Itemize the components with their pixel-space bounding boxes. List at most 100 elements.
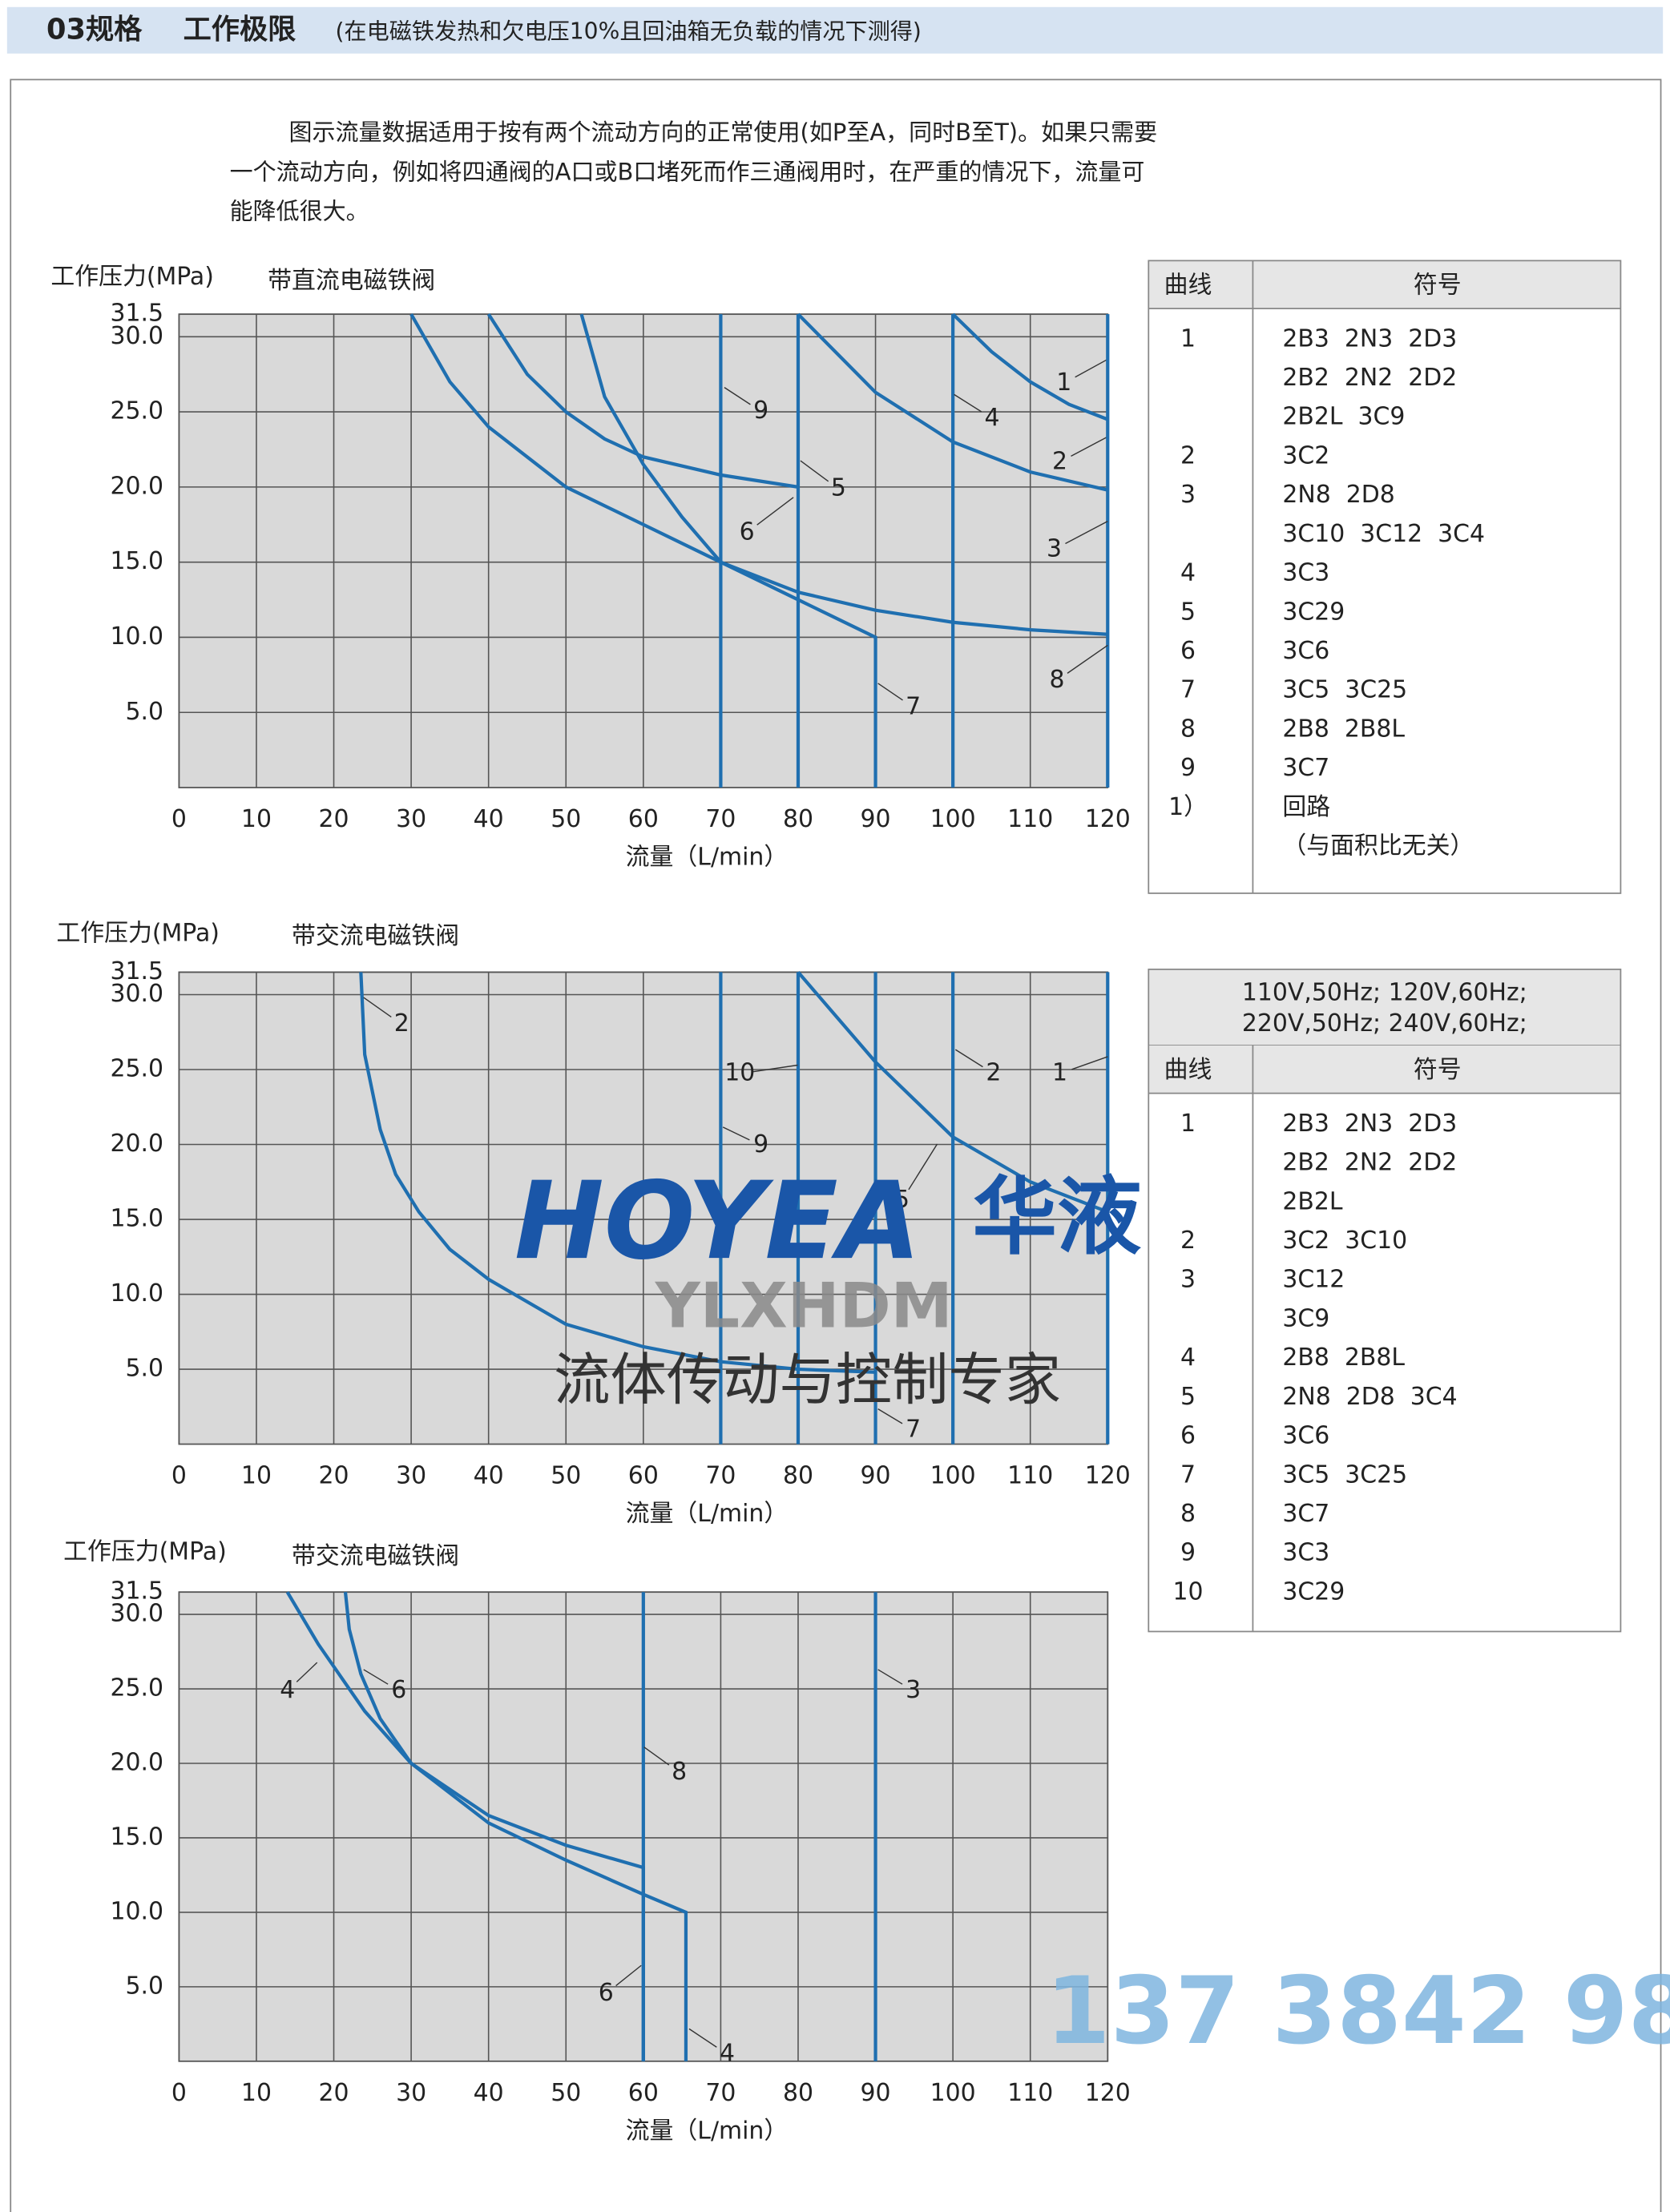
table-frame xyxy=(1148,969,1622,1633)
watermark-brand-cn: 华液 xyxy=(972,1167,1141,1266)
symbol-code: 3C5 3C25 xyxy=(1282,1461,1407,1489)
symbol-code: 3C6 xyxy=(1282,1422,1329,1450)
leader-line xyxy=(363,1669,389,1685)
curve-label: 4 xyxy=(720,2040,735,2068)
symbol-code: 回路 xyxy=(1282,793,1330,821)
x-tick-label: 50 xyxy=(551,1462,581,1490)
x-tick-label: 50 xyxy=(551,805,581,833)
watermark-slogan: 流体传动与控制专家 xyxy=(554,1347,1061,1412)
curve-label: 9 xyxy=(753,397,768,425)
x-tick-label: 10 xyxy=(241,2079,272,2107)
leader-line xyxy=(724,387,751,405)
curve-number: 1 xyxy=(1180,1110,1196,1138)
x-tick-label: 110 xyxy=(1007,805,1053,833)
y-tick-label: 5.0 xyxy=(126,698,164,726)
y-axis-label: 工作压力(MPa) xyxy=(63,1537,227,1565)
note-line: 能降低很大。 xyxy=(230,198,369,225)
leader-line xyxy=(954,393,982,413)
symbol-code: 3C3 xyxy=(1282,559,1329,587)
curve-number: 8 xyxy=(1180,1500,1196,1528)
x-tick-label: 0 xyxy=(171,2079,187,2107)
symbol-code: 3C10 3C12 3C4 xyxy=(1282,520,1485,548)
leader-line xyxy=(756,497,794,526)
y-tick-label: 31.5 xyxy=(110,1577,163,1606)
watermark-brand: HOYEA xyxy=(514,1158,921,1283)
symbol-code: 3C7 xyxy=(1282,754,1329,782)
x-tick-label: 20 xyxy=(319,1462,349,1490)
x-tick-label: 60 xyxy=(628,2079,659,2107)
chart-title: 带交流电磁铁阀 xyxy=(292,1542,459,1570)
leader-line xyxy=(954,1049,983,1068)
table-header: 符号 xyxy=(1414,1056,1462,1084)
curve-number: 1 xyxy=(1180,324,1196,353)
curve xyxy=(579,313,1108,636)
curve-number: 5 xyxy=(1180,1383,1196,1411)
x-tick-label: 50 xyxy=(551,2079,581,2107)
curve-label: 10 xyxy=(724,1059,755,1087)
curve-number: 2 xyxy=(1180,1227,1196,1255)
curve xyxy=(951,312,1109,421)
curve-label: 8 xyxy=(672,1758,687,1786)
table-header: 曲线 xyxy=(1164,271,1212,299)
watermark-code: YLXHDM xyxy=(655,1270,953,1342)
curve-number: 9 xyxy=(1180,754,1196,782)
header-subtitle: (在电磁铁发热和欠电压10%且回油箱无负载的情况下测得) xyxy=(336,18,922,44)
y-tick-label: 30.0 xyxy=(110,980,163,1008)
leader-line xyxy=(722,1126,750,1141)
chart-title: 带直流电磁铁阀 xyxy=(268,267,435,295)
x-tick-label: 40 xyxy=(474,805,504,833)
x-tick-label: 110 xyxy=(1007,1462,1053,1490)
curve xyxy=(409,313,877,788)
y-tick-label: 15.0 xyxy=(110,547,163,575)
x-tick-label: 90 xyxy=(861,1462,891,1490)
curve-number: 2 xyxy=(1180,441,1196,469)
leader-line xyxy=(908,1143,938,1191)
symbol-code: 2B3 2N3 2D3 xyxy=(1282,1110,1457,1138)
header-code: 03规格 xyxy=(46,14,143,46)
symbol-code: 2B2L xyxy=(1282,1187,1343,1215)
symbol-code: 3C6 xyxy=(1282,637,1329,665)
y-tick-label: 10.0 xyxy=(110,1279,163,1307)
leader-line xyxy=(1067,644,1108,674)
x-axis-label: 流量（L/min） xyxy=(626,843,789,871)
leader-line xyxy=(363,997,392,1017)
x-axis-label: 流量（L/min） xyxy=(626,1500,789,1528)
y-tick-label: 31.5 xyxy=(110,957,163,985)
leader-line xyxy=(1071,436,1108,457)
curve-label: 6 xyxy=(599,1979,614,2007)
symbol-code: 2N8 2D8 3C4 xyxy=(1282,1383,1457,1411)
x-tick-label: 100 xyxy=(930,2079,976,2107)
curve-label: 6 xyxy=(740,518,755,546)
curve xyxy=(359,972,955,1444)
curve xyxy=(797,971,1109,1214)
curve xyxy=(285,1591,688,2061)
x-tick-label: 20 xyxy=(319,805,349,833)
leader-line xyxy=(296,1662,318,1682)
y-tick-label: 15.0 xyxy=(110,1205,163,1233)
x-tick-label: 90 xyxy=(861,2079,891,2107)
y-tick-label: 20.0 xyxy=(110,1130,163,1158)
x-tick-label: 30 xyxy=(396,805,426,833)
curve-number: 3 xyxy=(1180,481,1196,509)
x-tick-label: 80 xyxy=(783,1462,813,1490)
symbol-code: 3C7 xyxy=(1282,1500,1329,1528)
symbol-code: 3C5 3C25 xyxy=(1282,676,1407,704)
table-header-bg xyxy=(1148,260,1621,309)
curve-number: 1） xyxy=(1168,793,1208,821)
curve-label: 9 xyxy=(753,1130,768,1158)
leader-line xyxy=(1075,358,1108,378)
x-tick-label: 60 xyxy=(628,805,659,833)
y-tick-label: 30.0 xyxy=(110,322,163,350)
x-tick-label: 110 xyxy=(1007,2079,1053,2107)
symbol-code: 3C2 3C10 xyxy=(1282,1227,1407,1255)
x-tick-label: 40 xyxy=(474,1462,504,1490)
x-axis-label: 流量（L/min） xyxy=(626,2117,789,2145)
table-header-bg xyxy=(1148,1045,1621,1094)
curve-label: 5 xyxy=(894,1186,910,1214)
x-tick-label: 100 xyxy=(930,805,976,833)
x-tick-label: 120 xyxy=(1085,2079,1131,2107)
symbol-code: （与面积比无关） xyxy=(1282,832,1474,860)
